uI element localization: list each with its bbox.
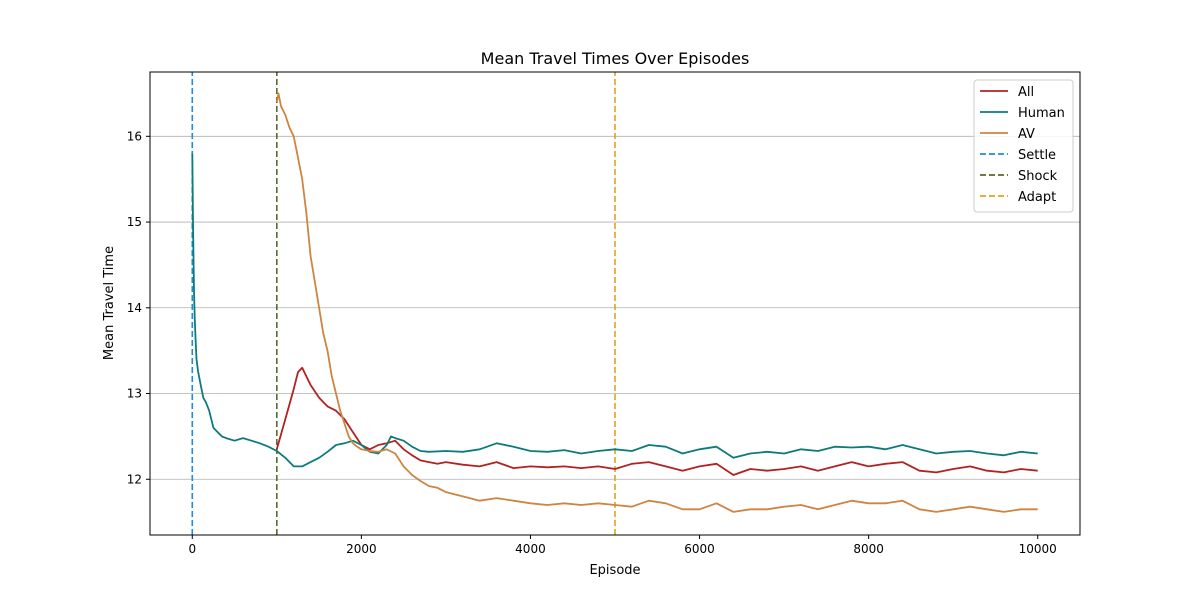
y-tick-label: 16 — [127, 129, 142, 143]
y-axis-label: Mean Travel Time — [102, 246, 117, 360]
y-tick-label: 15 — [127, 215, 142, 229]
legend-label-adapt: Adapt — [1018, 190, 1056, 205]
y-tick-label: 14 — [127, 301, 142, 315]
series-line-human — [191, 153, 1038, 468]
x-tick-label: 8000 — [853, 542, 884, 556]
x-tick-label: 6000 — [684, 542, 715, 556]
chart-title: Mean Travel Times Over Episodes — [481, 49, 750, 68]
legend-label-all: All — [1018, 85, 1034, 100]
legend: All Human AV Settle Shock Adapt — [973, 79, 1074, 213]
y-tick-label: 12 — [127, 472, 142, 486]
x-tick-label: 10000 — [1019, 542, 1057, 556]
x-tick-label: 0 — [188, 542, 196, 556]
legend-label-human: Human — [1018, 106, 1065, 121]
x-axis-ticks: 0 2000 4000 6000 8000 10000 — [188, 535, 1057, 556]
series-lines — [191, 92, 1038, 513]
marker-lines — [191, 72, 616, 535]
legend-label-shock: Shock — [1018, 169, 1058, 184]
x-axis-label: Episode — [589, 563, 640, 578]
legend-box — [973, 79, 1074, 213]
legend-label-av: AV — [1018, 127, 1035, 142]
series-line-all — [275, 366, 1038, 476]
series-line-av — [275, 92, 1038, 513]
legend-label-settle: Settle — [1018, 148, 1056, 163]
y-axis-ticks: 12 13 14 15 16 — [127, 129, 150, 486]
x-tick-label: 4000 — [515, 542, 546, 556]
x-tick-label: 2000 — [346, 542, 377, 556]
y-tick-label: 13 — [127, 387, 142, 401]
plot-area-frame — [149, 71, 1081, 536]
